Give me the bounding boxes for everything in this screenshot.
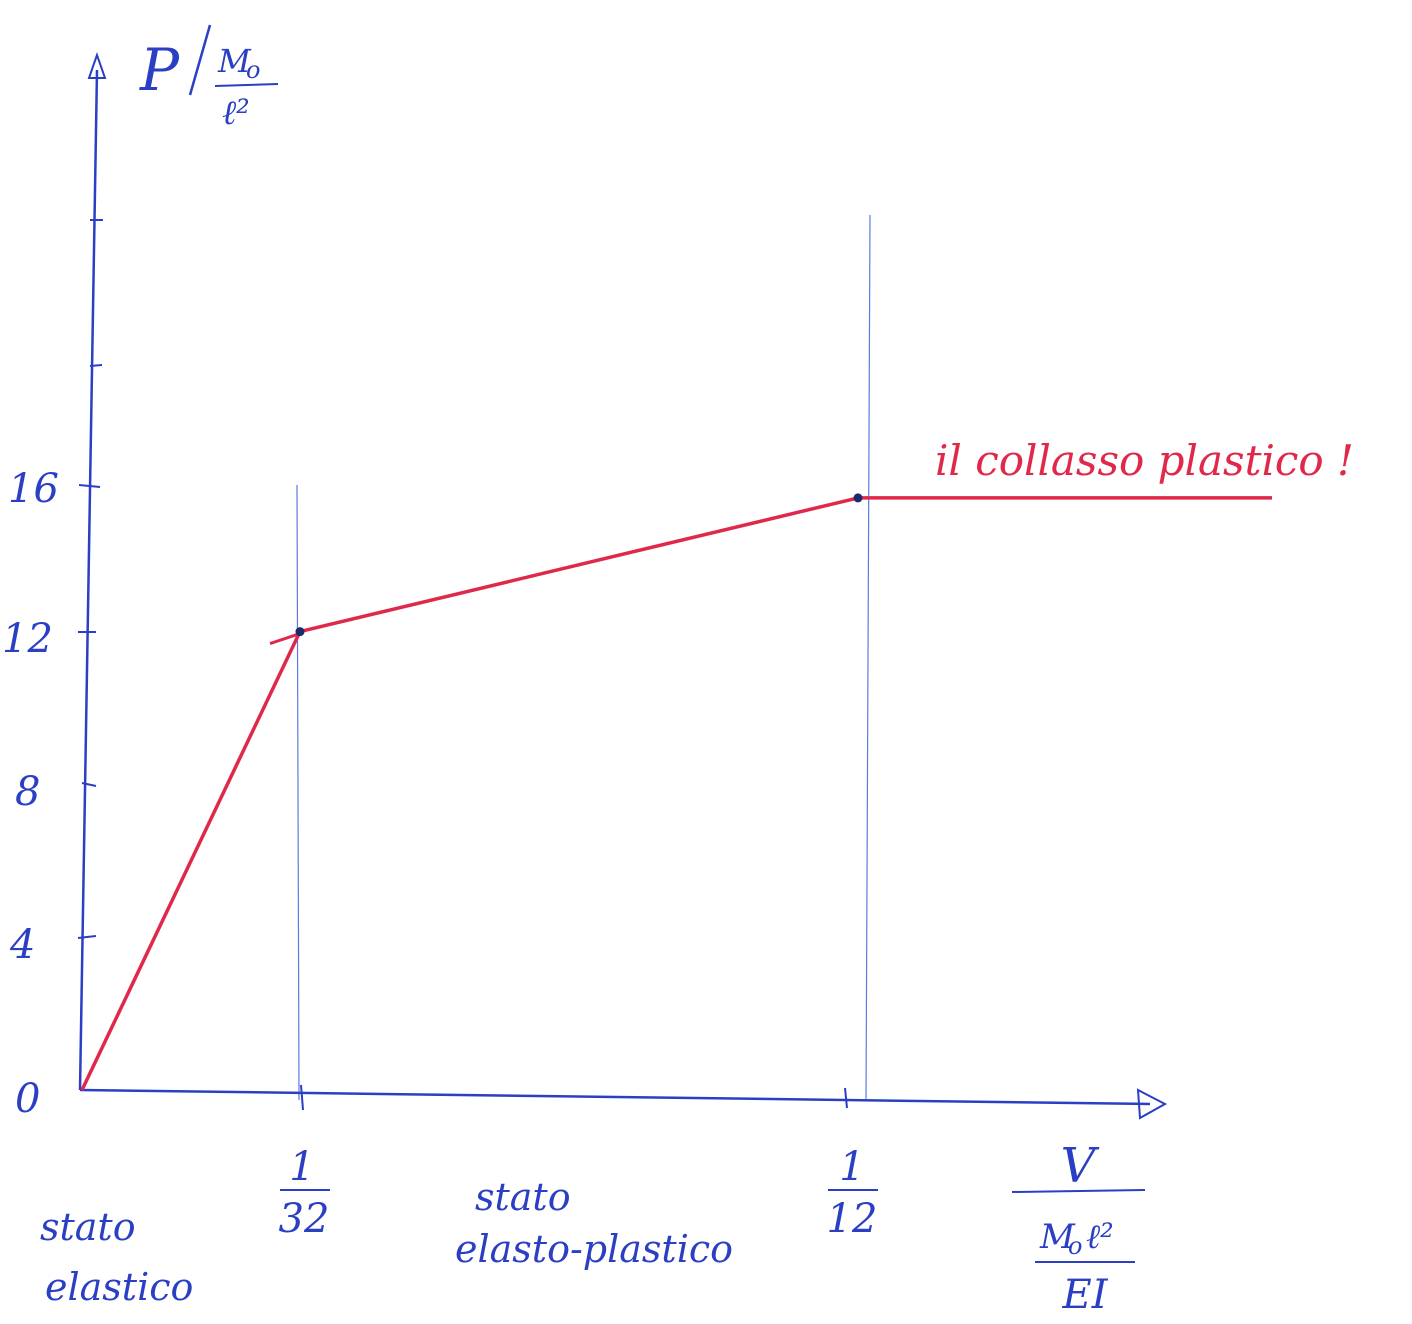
y-axis-arrow-icon (87, 51, 107, 79)
y-axis (78, 69, 99, 1091)
x-axis-label-bottom: EI (1062, 1272, 1109, 1318)
x-axis-arrow-icon (1136, 1088, 1168, 1120)
y-tick-mark-20 (89, 364, 103, 367)
x-axis-label-mid-sub: o (1068, 1232, 1082, 1260)
x-tick-mark-1-32 (300, 1084, 304, 1111)
x-axis (79, 1088, 1151, 1106)
x-tick-label-1-32-num: 1 (289, 1144, 314, 1190)
annotation-elastoplastic-line2: elasto-plastico (455, 1227, 733, 1271)
curve-point-2 (853, 493, 863, 503)
curve-group (80, 493, 1272, 1091)
annotation-elastoplastic: stato elasto-plastico (455, 1175, 733, 1271)
y-tick-label-0: 0 (15, 1076, 40, 1122)
y-tick-label-8: 8 (15, 769, 40, 815)
y-tick-label-16: 16 (8, 466, 59, 512)
y-tick-mark-4 (77, 935, 97, 939)
curve-kink-stroke (269, 632, 301, 646)
annotation-collapse: il collasso plastico ! (935, 436, 1354, 485)
y-tick-label-4: 4 (9, 922, 35, 968)
y-axis-label-num-sub: o (246, 56, 260, 84)
x-tick-label-1-12-den: 12 (827, 1196, 878, 1242)
annotation-elastic-line2: elastico (45, 1265, 193, 1309)
annotation-elastic-line1: stato (40, 1205, 136, 1249)
curve-line (80, 496, 1272, 1091)
x-tick-marks (300, 1084, 848, 1111)
y-axis-label-p: P (139, 36, 180, 104)
x-axis-label: V M o ℓ² EI (1011, 1138, 1146, 1318)
x-tick-label-1-32-den: 32 (279, 1196, 330, 1242)
x-axis-label-v: V (1061, 1138, 1100, 1194)
x-tick-label-1-12: 1 12 (827, 1144, 878, 1242)
curve-point-1 (295, 627, 305, 637)
y-tick-marks (77, 219, 103, 939)
x-tick-label-1-32: 1 32 (279, 1144, 330, 1242)
annotation-elastic: stato elastico (40, 1205, 193, 1309)
annotation-elastoplastic-line1: stato (475, 1175, 571, 1219)
x-axis-label-mid-num: M (1039, 1217, 1076, 1257)
y-axis-label: P M o ℓ² (139, 24, 279, 133)
y-tick-mark-8 (81, 782, 97, 787)
guide-line-1-12 (865, 214, 871, 1101)
guide-line-1-32 (296, 484, 300, 1101)
x-tick-label-1-12-num: 1 (839, 1144, 864, 1190)
y-tick-labels: 0 4 8 12 16 (2, 466, 59, 1122)
y-axis-label-den: ℓ² (222, 93, 250, 133)
y-tick-mark-16 (78, 484, 101, 488)
y-axis-label-num: M (217, 42, 252, 80)
y-tick-label-12: 12 (2, 616, 53, 662)
x-axis-label-mid-rest: ℓ² (1086, 1217, 1114, 1257)
x-tick-mark-1-12 (844, 1087, 848, 1109)
